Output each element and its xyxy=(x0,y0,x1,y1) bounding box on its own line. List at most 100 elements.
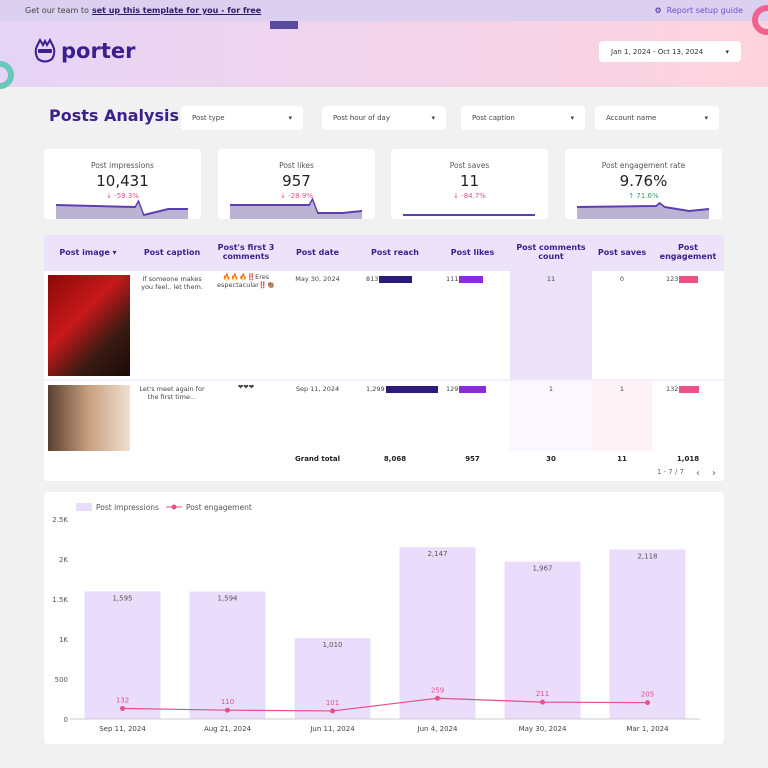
post-image[interactable] xyxy=(48,275,130,376)
filter-label: Account name xyxy=(606,114,657,122)
engagement-point[interactable] xyxy=(645,700,650,706)
dropdown-arrow-icon: ▾ xyxy=(725,47,729,56)
report-setup-guide-link[interactable]: ⚙ Report setup guide xyxy=(654,6,743,15)
engagement-point[interactable] xyxy=(540,699,545,705)
arrow-down-icon: ↓ xyxy=(280,192,286,200)
engagement-point[interactable] xyxy=(225,707,230,713)
banner-text: Get our team to xyxy=(25,6,89,15)
likes-bar xyxy=(459,275,483,283)
engagement-point[interactable] xyxy=(435,695,440,701)
legend-marker xyxy=(171,504,177,510)
decoration xyxy=(752,5,768,35)
post-image[interactable] xyxy=(48,385,130,451)
impressions-bar[interactable] xyxy=(609,549,686,719)
reach-bar xyxy=(379,275,412,283)
impressions-bar[interactable] xyxy=(84,591,161,719)
post-engagement: 132 xyxy=(666,385,700,393)
post-reach: 1,299 xyxy=(366,385,438,393)
scorecard-value: 10,431 xyxy=(96,172,149,190)
filter-label: Post hour of day xyxy=(333,114,390,122)
x-tick-label: Jun 4, 2024 xyxy=(417,725,458,733)
sparkline xyxy=(56,199,188,219)
filter-label: Post type xyxy=(192,114,225,122)
impressions-bar[interactable] xyxy=(504,561,581,719)
heat-cell xyxy=(510,381,592,451)
scorecard-label: Post saves xyxy=(449,161,490,170)
legend-label: Post engagement xyxy=(186,503,252,512)
legend-label: Post impressions xyxy=(96,503,159,512)
next-page-icon[interactable]: › xyxy=(712,468,716,479)
scorecard-label: Post likes xyxy=(279,161,314,170)
post-caption: If someone makes you feel.. let them. xyxy=(141,275,203,292)
reach-bar xyxy=(385,385,438,393)
engagement-point[interactable] xyxy=(330,708,335,714)
col-post-reach[interactable]: Post reach xyxy=(371,247,419,257)
scorecard-change: ↓ -28.9% xyxy=(280,192,313,200)
scorecard: Post engagement rate 9.76% ↑ 71.6% xyxy=(565,149,722,219)
dropdown-arrow-icon: ▾ xyxy=(570,114,574,122)
filter-post-caption[interactable]: Post caption ▾ xyxy=(461,106,585,130)
decoration xyxy=(0,61,14,89)
col-post-image[interactable]: Post image ▾ xyxy=(59,247,117,257)
x-tick-label: Jun 11, 2024 xyxy=(309,725,355,733)
filter-post-type[interactable]: Post type ▾ xyxy=(181,106,303,130)
bar-data-label: 2,147 xyxy=(427,550,447,558)
post-engagement: 123 xyxy=(666,275,699,283)
filter-post-hour[interactable]: Post hour of day ▾ xyxy=(322,106,446,130)
likes-bar xyxy=(459,385,487,393)
post-date: Sep 11, 2024 xyxy=(295,385,340,393)
col-post-date[interactable]: Post date xyxy=(295,247,340,257)
bar-data-label: 1,010 xyxy=(322,641,342,649)
total-saves: 11 xyxy=(617,455,627,463)
bar-data-label: 1,967 xyxy=(532,565,552,573)
post-comments: 🔥🔥🔥‼️Eres espectacular‼️👏🏽 xyxy=(217,273,275,290)
post-reach: 813 xyxy=(366,275,412,283)
filter-account-name[interactable]: Account name ▾ xyxy=(595,106,719,130)
top-banner: Get our team to set up this template for… xyxy=(0,0,768,21)
scorecard: Post likes 957 ↓ -28.9% xyxy=(218,149,375,219)
date-range-picker[interactable]: Jan 1, 2024 - Oct 13, 2024 ▾ xyxy=(599,41,741,62)
post-comments-count: 1 xyxy=(548,385,554,393)
setup-link[interactable]: set up this template for you - for free xyxy=(91,6,262,15)
col-post-likes[interactable]: Post likes xyxy=(450,247,495,257)
cat-logo-icon xyxy=(34,38,56,63)
line-data-label: 132 xyxy=(116,696,129,704)
scorecard-label: Post engagement rate xyxy=(601,161,686,170)
dropdown-arrow-icon: ▾ xyxy=(431,114,435,122)
arrow-up-icon: ↑ xyxy=(628,192,635,200)
scorecard-change: ↓ -59.3% xyxy=(106,192,139,200)
engagement-bar xyxy=(679,275,699,283)
col-post-engagement[interactable]: Post engagement xyxy=(659,243,717,261)
impressions-bar[interactable] xyxy=(189,591,266,719)
total-likes: 957 xyxy=(465,455,480,463)
prev-page-icon[interactable]: ‹ xyxy=(696,468,700,479)
post-saves: 0 xyxy=(619,275,625,283)
line-data-label: 101 xyxy=(326,699,339,707)
arrow-down-icon: ↓ xyxy=(453,192,459,200)
scorecard-value: 11 xyxy=(459,172,480,190)
page-title: Posts Analysis xyxy=(49,106,179,125)
impressions-bar[interactable] xyxy=(399,547,476,719)
scorecard-change: ↑ 71.6% xyxy=(628,192,659,200)
col-first-comments[interactable]: Post's first 3 comments xyxy=(217,243,275,261)
post-likes: 129 xyxy=(446,385,487,393)
post-comments-count: 11 xyxy=(546,275,556,283)
scorecard-value: 957 xyxy=(282,172,311,190)
total-engagement: 1,018 xyxy=(676,455,700,463)
scorecard: Post saves 11 ↓ -84.7% xyxy=(391,149,548,219)
line-data-label: 259 xyxy=(431,686,444,694)
post-comments: ❤❤❤ xyxy=(237,383,255,391)
impressions-engagement-chart: Post impressions Post engagement 0 500 1K 1.… xyxy=(44,492,724,744)
engagement-point[interactable] xyxy=(120,705,125,711)
scorecard-change: ↓ -84.7% xyxy=(453,192,486,200)
bar-data-label: 2,118 xyxy=(637,553,657,561)
dropdown-arrow-icon: ▾ xyxy=(704,114,708,122)
col-post-saves[interactable]: Post saves xyxy=(597,247,647,257)
impressions-bar[interactable] xyxy=(294,638,371,719)
col-post-caption[interactable]: Post caption xyxy=(143,247,201,257)
legend-swatch-impressions xyxy=(76,503,92,511)
pagination: 1 - 7 / 7 ‹ › xyxy=(657,468,716,479)
col-comments-count[interactable]: Post comments count xyxy=(516,243,586,261)
post-caption: Let's meet again for the first time... xyxy=(139,385,205,402)
posts-table: Post image ▾ Post caption Post's first 3… xyxy=(44,235,724,481)
